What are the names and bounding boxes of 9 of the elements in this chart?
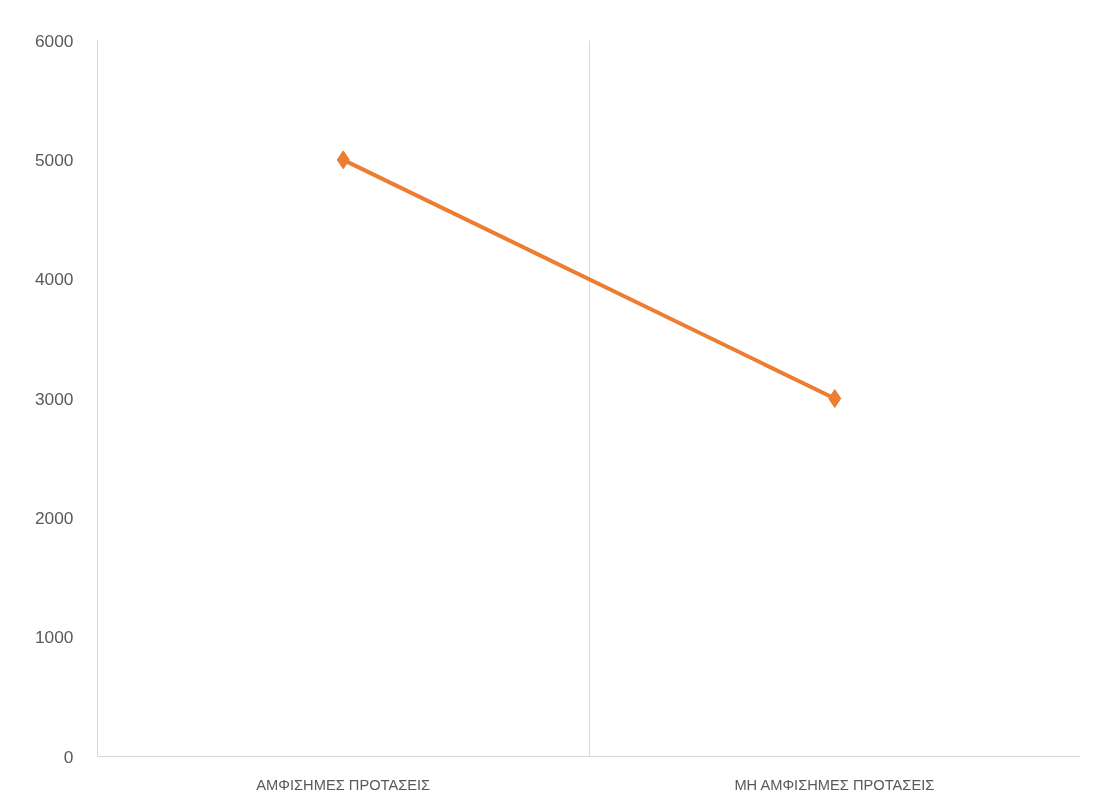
y-tick-label: 4000 <box>34 269 74 290</box>
y-tick-label: 0 <box>63 746 74 767</box>
x-tick-label: ΜΗ ΑΜΦΙΣΗΜΕΣ ΠΡΟΤΑΣΕΙΣ <box>734 776 935 793</box>
y-tick-label: 5000 <box>34 149 74 170</box>
y-tick-label: 1000 <box>34 627 74 648</box>
y-tick-label: 2000 <box>34 507 74 528</box>
y-tick-label: 3000 <box>34 388 74 409</box>
x-tick-label: ΑΜΦΙΣΗΜΕΣ ΠΡΟΤΑΣΕΙΣ <box>256 776 431 793</box>
y-tick-label: 6000 <box>34 30 74 51</box>
